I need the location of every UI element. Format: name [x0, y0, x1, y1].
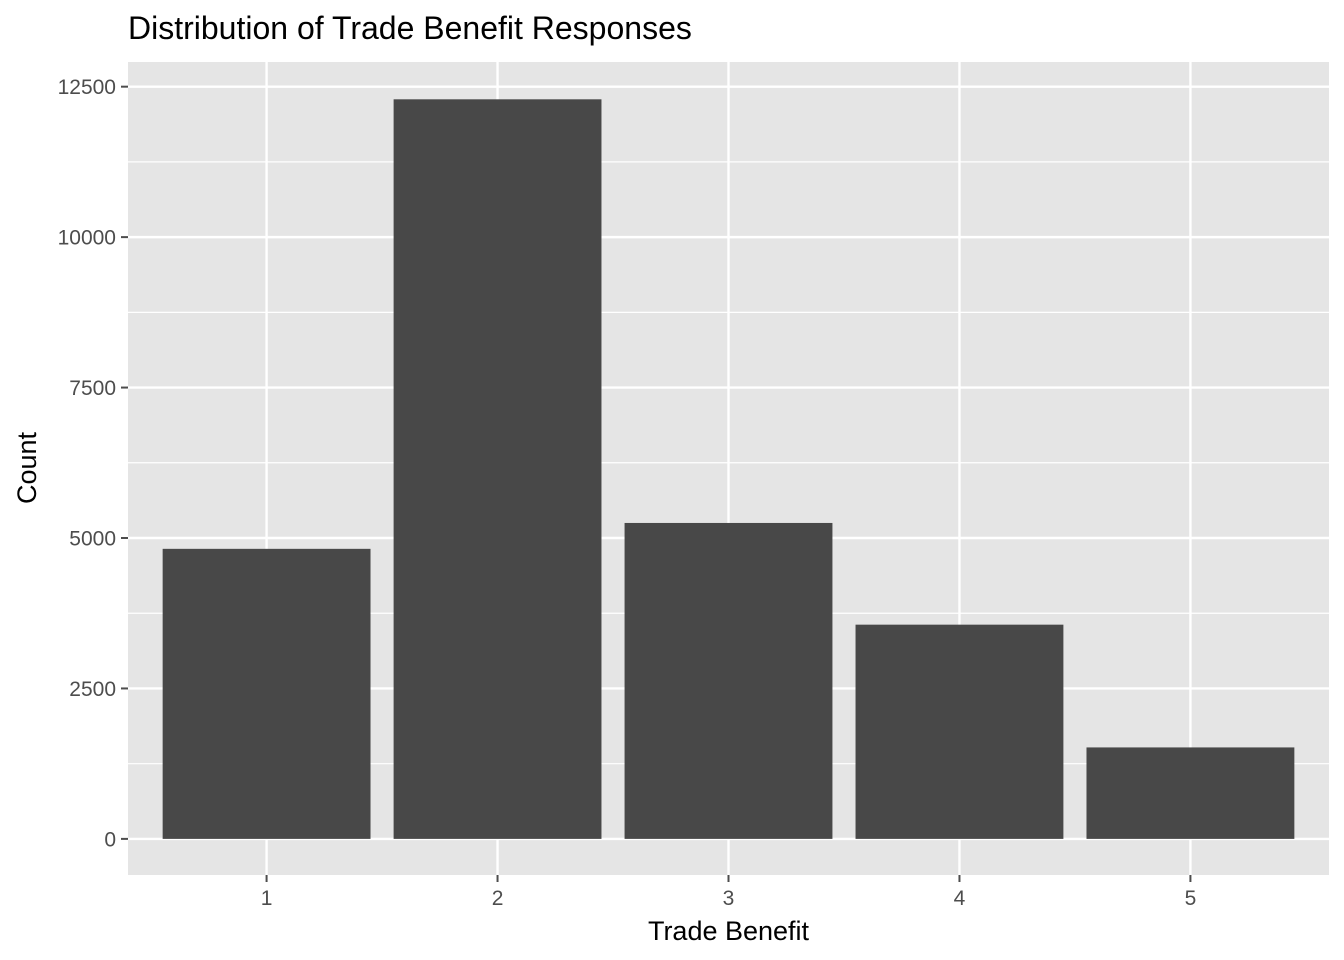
- chart-title: Distribution of Trade Benefit Responses: [128, 10, 692, 46]
- y-axis-title: Count: [12, 431, 42, 504]
- x-tick-label: 3: [723, 887, 735, 910]
- x-tick-label: 4: [954, 887, 966, 910]
- x-tick-label: 5: [1185, 887, 1197, 910]
- y-axis: 0 2500 5000 7500 10000 12500: [58, 76, 128, 851]
- y-tick-label: 12500: [58, 76, 116, 99]
- x-tick-label: 2: [492, 887, 504, 910]
- y-tick-label: 5000: [69, 528, 116, 551]
- bar-3: [624, 522, 833, 839]
- y-tick-label: 10000: [58, 227, 116, 250]
- bar-5: [1086, 747, 1295, 839]
- x-axis-title: Trade Benefit: [648, 916, 810, 946]
- y-tick-label: 0: [104, 828, 116, 851]
- x-axis: 1 2 3 4 5: [261, 875, 1197, 910]
- major-gridlines: [128, 62, 1329, 875]
- y-tick-label: 7500: [69, 377, 116, 400]
- x-tick-label: 1: [261, 887, 273, 910]
- bars: [162, 99, 1295, 839]
- bar-1: [162, 548, 371, 839]
- y-tick-label: 2500: [69, 678, 116, 701]
- bar-4: [855, 624, 1064, 839]
- bar-2: [393, 99, 602, 839]
